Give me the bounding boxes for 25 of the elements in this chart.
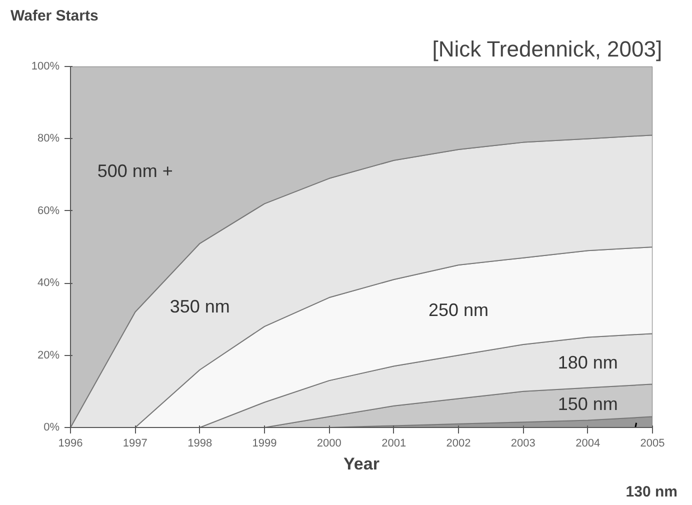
x-tick-label: 2000: [316, 438, 342, 450]
y-tick-label: 40%: [37, 277, 60, 290]
series-label: 250 nm: [428, 300, 489, 320]
series-label: 180 nm: [558, 352, 618, 373]
text: [Nick Tredennick, 2003]: [432, 36, 662, 62]
series-label: 150 nm: [558, 394, 618, 414]
text: 130 nm: [626, 484, 678, 500]
x-tick-label: 1999: [252, 438, 277, 450]
x-tick-label: 2001: [382, 438, 406, 450]
x-axis-title: Year: [344, 454, 380, 474]
y-tick-label: 80%: [37, 132, 60, 145]
x-tick-label: 2004: [576, 438, 600, 450]
x-tick-label: 1997: [122, 438, 148, 450]
series-label: 350 nm: [170, 296, 230, 317]
x-tick-label: 2002: [446, 438, 471, 450]
x-tick-label: 1996: [58, 438, 83, 450]
x-tick-label: 2003: [510, 438, 536, 450]
chart-title: Wafer Starts: [10, 8, 98, 24]
y-tick-label: 0%: [44, 422, 60, 434]
x-tick-label: 1998: [188, 438, 212, 450]
y-tick-label: 20%: [37, 349, 60, 362]
y-tick-label: 60%: [37, 204, 60, 217]
x-tick-label: 2005: [640, 438, 665, 450]
series-label: 500 nm +: [97, 161, 173, 182]
y-tick-label: 100%: [31, 60, 60, 72]
